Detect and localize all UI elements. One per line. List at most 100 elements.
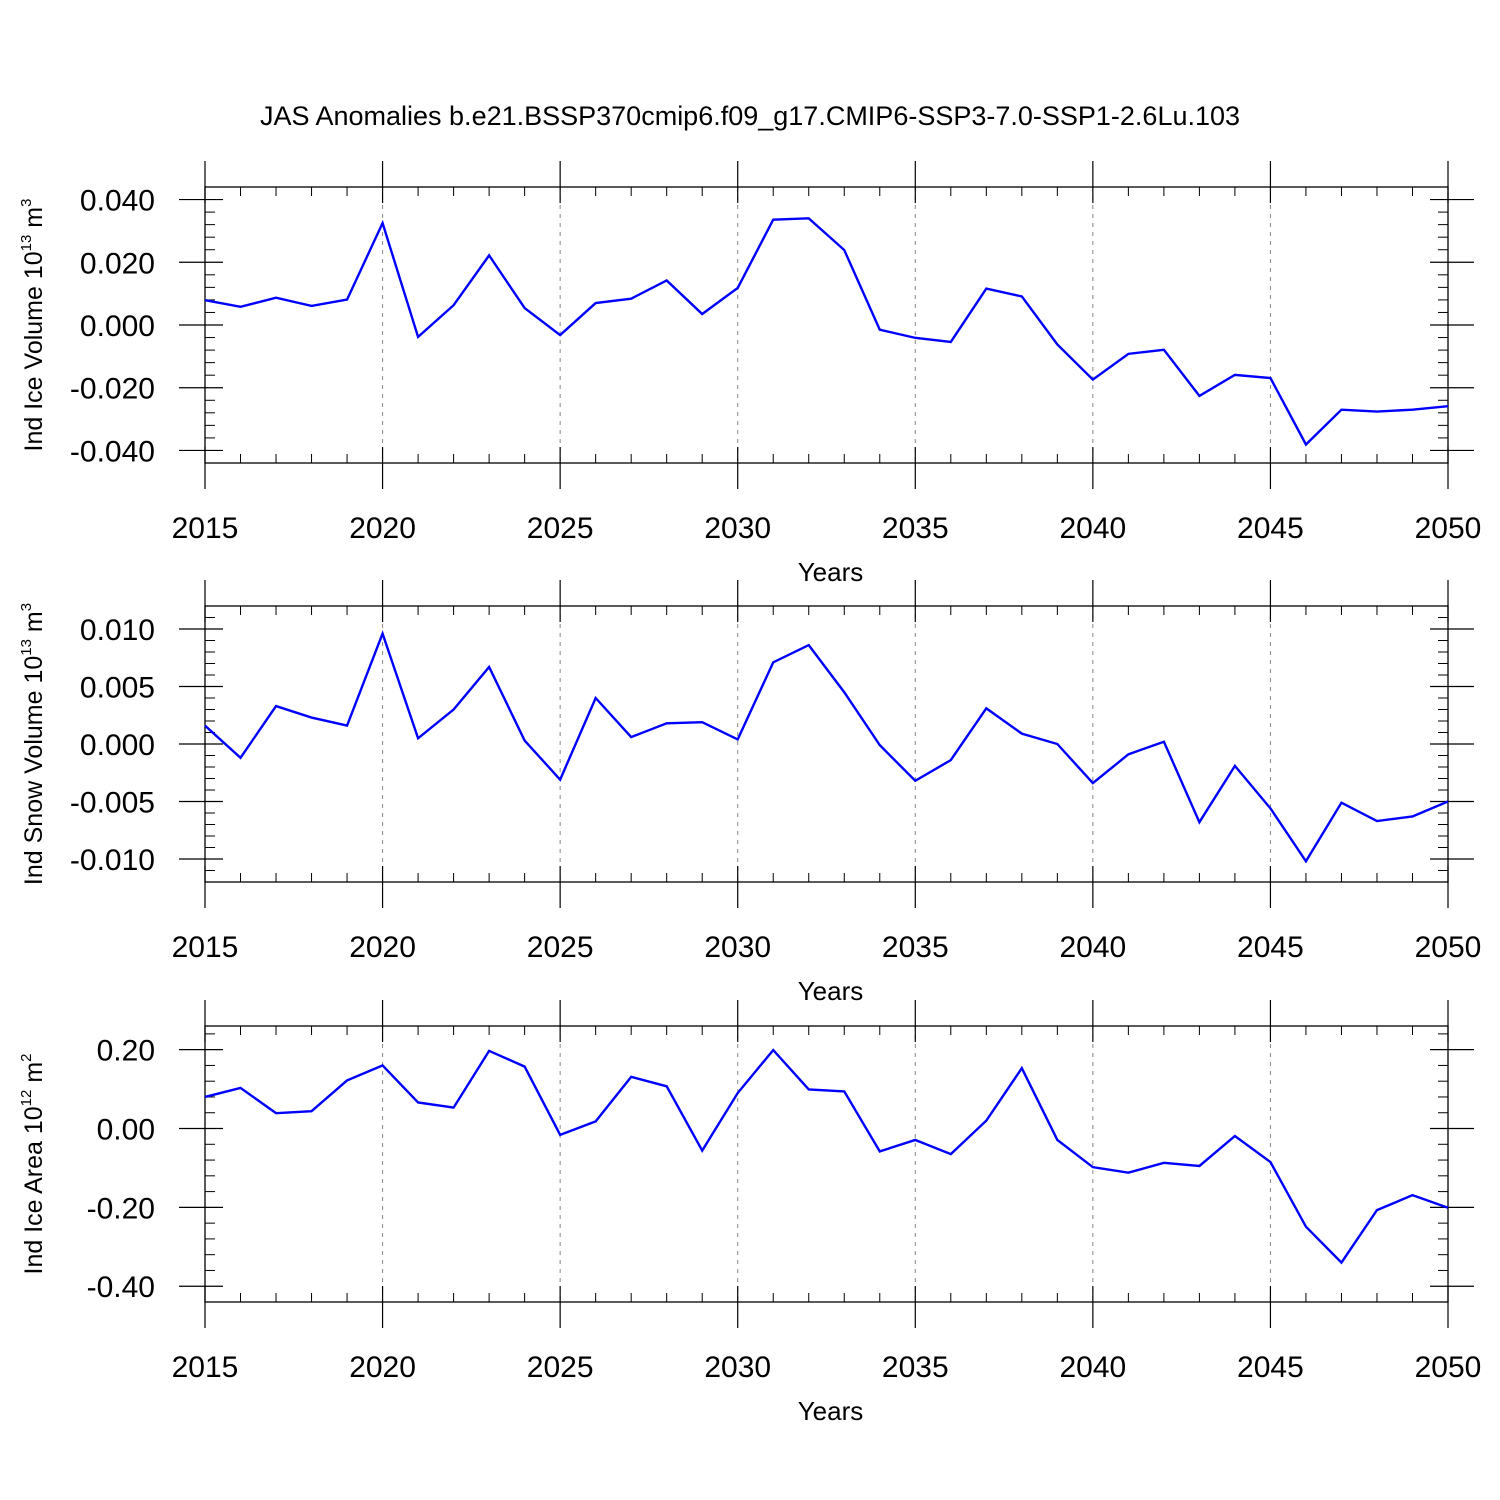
- snow-volume-point-2024: [523, 739, 527, 743]
- ice-volume-point-2049: [1410, 408, 1414, 412]
- snow-volume-point-2033: [842, 690, 846, 694]
- ice-area-point-2023: [487, 1049, 491, 1053]
- ice-volume-point-2044: [1233, 373, 1237, 377]
- ice-area-point-2046: [1304, 1225, 1308, 1229]
- snow-volume-point-2025: [558, 778, 562, 782]
- snow-volume-point-2026: [594, 696, 598, 700]
- ice-volume-frame: [204, 186, 1449, 464]
- snow-volume-xtick-label-2015: 2015: [172, 931, 239, 964]
- ice-volume-point-2024: [523, 306, 527, 310]
- snow-volume-point-2017: [274, 704, 278, 708]
- ice-volume-point-2019: [345, 298, 349, 302]
- ice-area-point-2037: [984, 1119, 988, 1123]
- ice-volume-xtick-label-2040: 2040: [1059, 512, 1126, 545]
- ice-volume-xlabel: Years: [798, 557, 864, 587]
- snow-volume-point-2037: [984, 706, 988, 710]
- ice-volume-point-2042: [1162, 348, 1166, 352]
- snow-volume-point-2038: [1020, 732, 1024, 736]
- snow-volume-point-2044: [1233, 764, 1237, 768]
- ice-volume-point-2041: [1126, 352, 1130, 356]
- ice-area-ylabel: Ind Ice Area 1012 m2: [18, 1054, 48, 1275]
- snow-volume-point-2035: [913, 779, 917, 783]
- ice-area-point-2026: [594, 1119, 598, 1123]
- ice-volume-point-2039: [1055, 342, 1059, 346]
- ice-area-point-2029: [700, 1149, 704, 1153]
- ice-area-ytick-label-2: 0.00: [97, 1114, 155, 1147]
- ice-area-xtick-label-2040: 2040: [1059, 1351, 1126, 1384]
- ice-area-point-2033: [842, 1089, 846, 1093]
- chart-title: JAS Anomalies b.e21.BSSP370cmip6.f09_g17…: [260, 101, 1240, 131]
- ice-volume-point-2031: [771, 218, 775, 222]
- ice-area-point-2035: [913, 1138, 917, 1142]
- ice-area-point-2045: [1268, 1160, 1272, 1164]
- ice-area-point-2022: [452, 1106, 456, 1110]
- ice-area-point-2015: [203, 1095, 207, 1099]
- ice-area-point-2049: [1410, 1193, 1414, 1197]
- snow-volume-point-2042: [1162, 740, 1166, 744]
- ice-area-point-2048: [1375, 1208, 1379, 1212]
- ice-volume-xtick-label-2045: 2045: [1237, 512, 1304, 545]
- snow-volume-ytick-label-1: -0.005: [70, 787, 155, 820]
- snow-volume-point-2043: [1197, 820, 1201, 824]
- ice-area-point-2027: [629, 1075, 633, 1079]
- ice-volume-point-2048: [1375, 410, 1379, 414]
- ice-volume-xtick-label-2015: 2015: [172, 512, 239, 545]
- ice-volume-point-2050: [1446, 404, 1450, 408]
- snow-volume-ytick-label-0: -0.010: [70, 844, 155, 877]
- panels: 2015 2020 2025 2030 2035 2040 2045 2050 -0.040 -0…: [18, 161, 1481, 1426]
- ice-volume-series-line: [204, 217, 1449, 447]
- snow-volume-xtick-label-2050: 2050: [1415, 931, 1482, 964]
- snow-volume-point-2049: [1410, 814, 1414, 818]
- ice-area-point-2036: [949, 1152, 953, 1156]
- ice-volume-point-2029: [700, 312, 704, 316]
- snow-volume-point-2027: [629, 735, 633, 739]
- ice-volume-point-2035: [913, 336, 917, 340]
- ice-area-point-2040: [1091, 1165, 1095, 1169]
- ice-volume-point-2037: [984, 287, 988, 291]
- snow-volume-point-2041: [1126, 752, 1130, 756]
- ice-volume-point-2047: [1339, 408, 1343, 412]
- panel-ice-volume: 2015 2020 2025 2030 2035 2040 2045 2050 -0.040 -0…: [18, 161, 1481, 587]
- snow-volume-point-2046: [1304, 859, 1308, 863]
- ice-area-xtick-label-2025: 2025: [527, 1351, 594, 1384]
- ice-volume-point-2040: [1091, 378, 1095, 382]
- ice-volume-point-2034: [878, 328, 882, 332]
- panel-ice-area: 2015 2020 2025 2030 2035 2040 2045 2050 -0.40 -0.…: [18, 1000, 1481, 1426]
- ice-volume-point-2022: [452, 303, 456, 307]
- snow-volume-xlabel: Years: [798, 976, 864, 1006]
- ice-volume-xtick-label-2030: 2030: [704, 512, 771, 545]
- snow-volume-point-2023: [487, 665, 491, 669]
- ice-volume-point-2036: [949, 340, 953, 344]
- snow-volume-point-2039: [1055, 742, 1059, 746]
- ice-volume-point-2025: [558, 333, 562, 337]
- snow-volume-point-2015: [203, 724, 207, 728]
- snow-volume-point-2034: [878, 743, 882, 747]
- snow-volume-point-2040: [1091, 781, 1095, 785]
- ice-volume-ytick-label-3: 0.020: [80, 247, 155, 280]
- ice-volume-point-2028: [665, 278, 669, 282]
- snow-volume-point-2022: [452, 708, 456, 712]
- snow-volume-point-2019: [345, 724, 349, 728]
- ice-area-xtick-label-2020: 2020: [349, 1351, 416, 1384]
- ice-area-point-2047: [1339, 1261, 1343, 1265]
- ice-area-point-2018: [310, 1109, 314, 1113]
- snow-volume-point-2048: [1375, 819, 1379, 823]
- snow-volume-ytick-label-2: 0.000: [80, 729, 155, 762]
- ice-volume-xtick-label-2035: 2035: [882, 512, 949, 545]
- snow-volume-point-2021: [416, 736, 420, 740]
- ice-area-xtick-label-2035: 2035: [882, 1351, 949, 1384]
- ice-volume-point-2027: [629, 297, 633, 301]
- ice-volume-point-2043: [1197, 394, 1201, 398]
- ice-area-xlabel: Years: [798, 1396, 864, 1426]
- ice-area-point-2028: [665, 1084, 669, 1088]
- ice-area-xtick-label-2015: 2015: [172, 1351, 239, 1384]
- ice-area-point-2032: [807, 1087, 811, 1091]
- snow-volume-point-2018: [310, 716, 314, 720]
- snow-volume-point-2028: [665, 721, 669, 725]
- snow-volume-xtick-label-2040: 2040: [1059, 931, 1126, 964]
- ice-area-ytick-label-0: -0.40: [87, 1271, 155, 1304]
- ice-volume-xtick-label-2020: 2020: [349, 512, 416, 545]
- snow-volume-xtick-label-2025: 2025: [527, 931, 594, 964]
- ice-volume-ytick-label-4: 0.040: [80, 185, 155, 218]
